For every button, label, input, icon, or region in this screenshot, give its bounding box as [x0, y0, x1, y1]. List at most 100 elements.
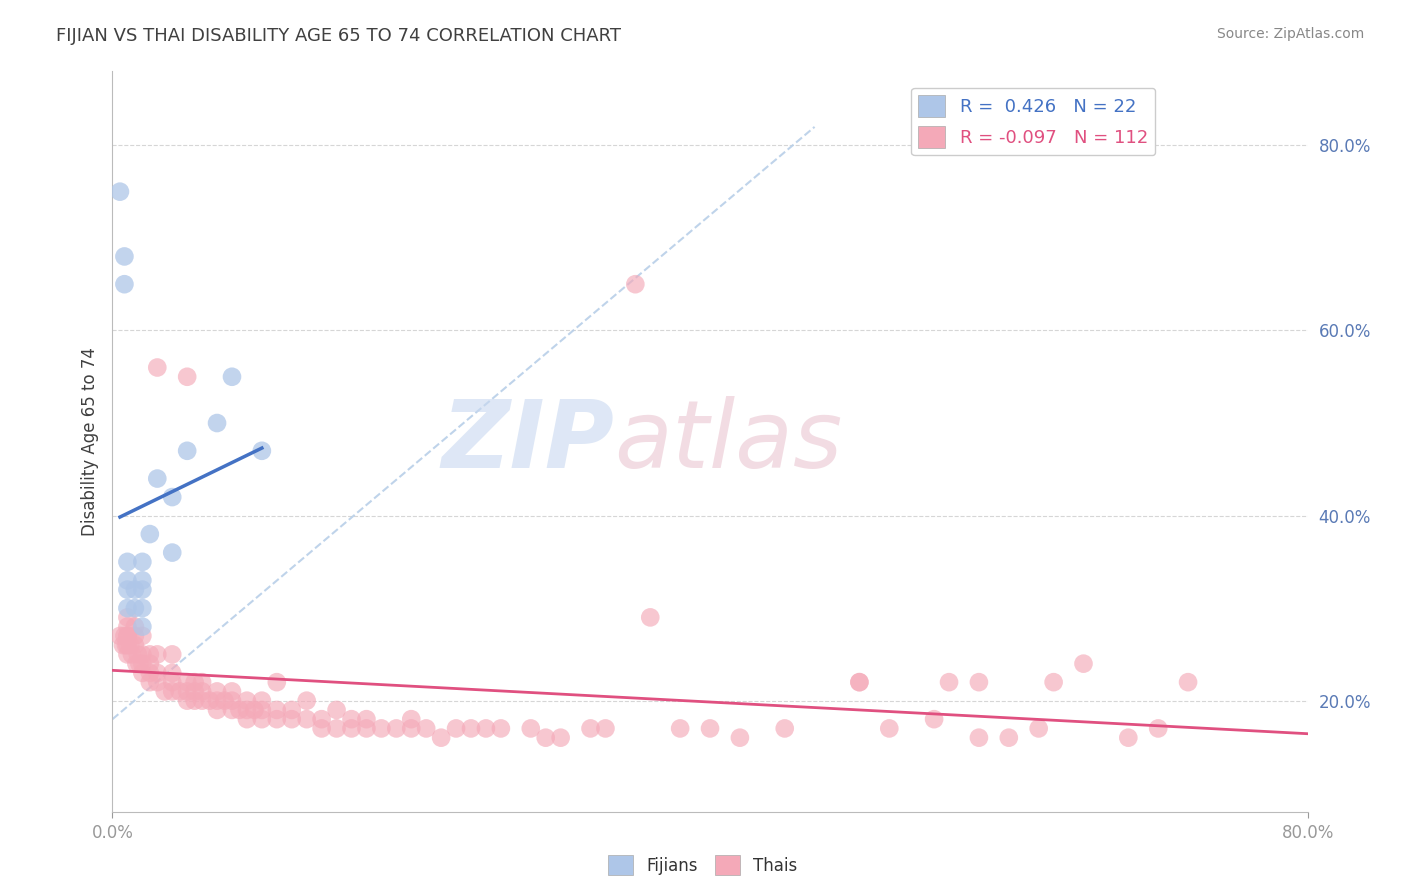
Point [146, 665, 169, 680]
Point [139, 648, 162, 662]
Point [124, 582, 146, 597]
Point [162, 546, 183, 560]
Text: atlas: atlas [614, 396, 842, 487]
Point [139, 665, 162, 680]
Point [624, 277, 647, 292]
Point [162, 684, 183, 698]
Point [205, 703, 228, 717]
Point [117, 619, 139, 633]
Point [131, 582, 153, 597]
Point [191, 694, 214, 708]
Point [176, 443, 198, 458]
Point [415, 722, 437, 736]
Point [131, 648, 153, 662]
Point [236, 694, 259, 708]
Point [139, 675, 162, 690]
Point [108, 185, 131, 199]
Point [243, 703, 266, 717]
Point [162, 490, 183, 504]
Point [221, 369, 243, 384]
Point [1042, 675, 1064, 690]
Point [121, 648, 143, 662]
Point [266, 712, 288, 726]
Point [117, 648, 139, 662]
Point [117, 582, 139, 597]
Point [124, 629, 146, 643]
Point [773, 722, 796, 736]
Point [153, 684, 176, 698]
Point [579, 722, 602, 736]
Point [325, 703, 347, 717]
Point [117, 555, 139, 569]
Point [117, 638, 139, 652]
Point [356, 722, 378, 736]
Point [114, 629, 135, 643]
Point [1118, 731, 1140, 745]
Point [401, 722, 423, 736]
Point [131, 657, 153, 671]
Point [117, 601, 139, 615]
Text: ZIP: ZIP [441, 395, 614, 488]
Point [162, 675, 183, 690]
Point [139, 657, 162, 671]
Point [475, 722, 498, 736]
Point [250, 703, 273, 717]
Point [131, 619, 153, 633]
Point [1177, 675, 1199, 690]
Point [162, 665, 183, 680]
Point [169, 684, 191, 698]
Point [595, 722, 617, 736]
Point [295, 712, 318, 726]
Point [250, 694, 273, 708]
Point [131, 601, 153, 615]
Point [191, 675, 214, 690]
Point [120, 638, 142, 652]
Point [111, 638, 134, 652]
Point [176, 369, 198, 384]
Point [444, 722, 467, 736]
Point [281, 703, 304, 717]
Point [228, 703, 250, 717]
Point [236, 712, 259, 726]
Point [117, 629, 139, 643]
Text: Source: ZipAtlas.com: Source: ZipAtlas.com [1216, 27, 1364, 41]
Point [146, 648, 169, 662]
Point [176, 684, 198, 698]
Point [198, 694, 221, 708]
Point [356, 712, 378, 726]
Point [117, 610, 139, 624]
Point [728, 731, 751, 745]
Point [460, 722, 482, 736]
Point [131, 665, 153, 680]
Point [117, 629, 139, 643]
Point [183, 675, 205, 690]
Point [124, 619, 146, 633]
Point [117, 574, 139, 588]
Point [250, 712, 273, 726]
Point [669, 722, 692, 736]
Point [311, 722, 333, 736]
Point [401, 712, 423, 726]
Point [340, 712, 363, 726]
Point [221, 694, 243, 708]
Y-axis label: Disability Age 65 to 74: Disability Age 65 to 74 [80, 347, 98, 536]
Point [340, 722, 363, 736]
Point [325, 722, 347, 736]
Point [176, 694, 198, 708]
Point [295, 694, 318, 708]
Point [938, 675, 960, 690]
Point [430, 731, 453, 745]
Point [1147, 722, 1170, 736]
Legend: Fijians, Thais: Fijians, Thais [602, 848, 804, 882]
Point [124, 601, 146, 615]
Point [183, 694, 205, 708]
Point [205, 416, 228, 430]
Point [131, 555, 153, 569]
Point [640, 610, 662, 624]
Point [967, 731, 990, 745]
Point [489, 722, 512, 736]
Point [266, 675, 288, 690]
Point [311, 712, 333, 726]
Point [281, 712, 304, 726]
Point [699, 722, 721, 736]
